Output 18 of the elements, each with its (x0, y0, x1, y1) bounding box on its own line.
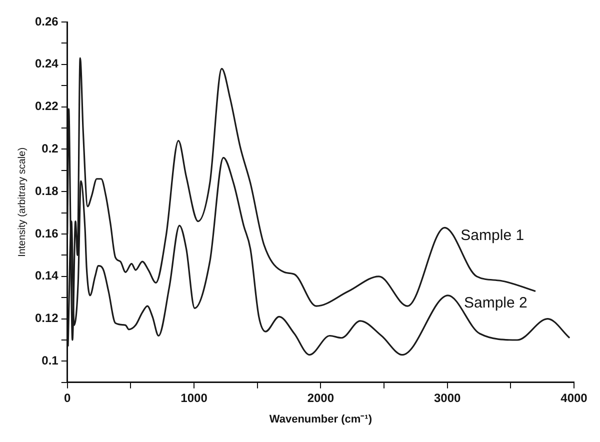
x-tick-label: 1000 (180, 390, 208, 405)
y-tick-label: 0.16 (34, 226, 59, 240)
y-tick-label: 0.22 (34, 99, 59, 114)
y-axis-title: Intensity (arbitrary scale) (16, 147, 28, 257)
y-tick-label: 0.1 (42, 354, 59, 368)
series-label: Sample 2 (464, 294, 528, 312)
y-tick-label: 0.14 (34, 268, 59, 283)
x-tick-label: 3000 (434, 390, 462, 405)
x-tick-label: 4000 (560, 390, 588, 405)
y-tick-label: 0.2 (42, 142, 59, 156)
x-tick-label: 0 (64, 390, 72, 405)
x-tick-label: 2000 (307, 390, 334, 405)
y-tick-label: 0.12 (34, 311, 59, 326)
series-label: Sample 1 (460, 226, 524, 244)
y-tick-label: 0.24 (34, 56, 59, 71)
y-tick-label: 0.26 (34, 14, 59, 28)
x-axis-title: Wavenumber (cm⁻¹) (269, 413, 372, 426)
y-tick-label: 0.18 (34, 184, 59, 198)
